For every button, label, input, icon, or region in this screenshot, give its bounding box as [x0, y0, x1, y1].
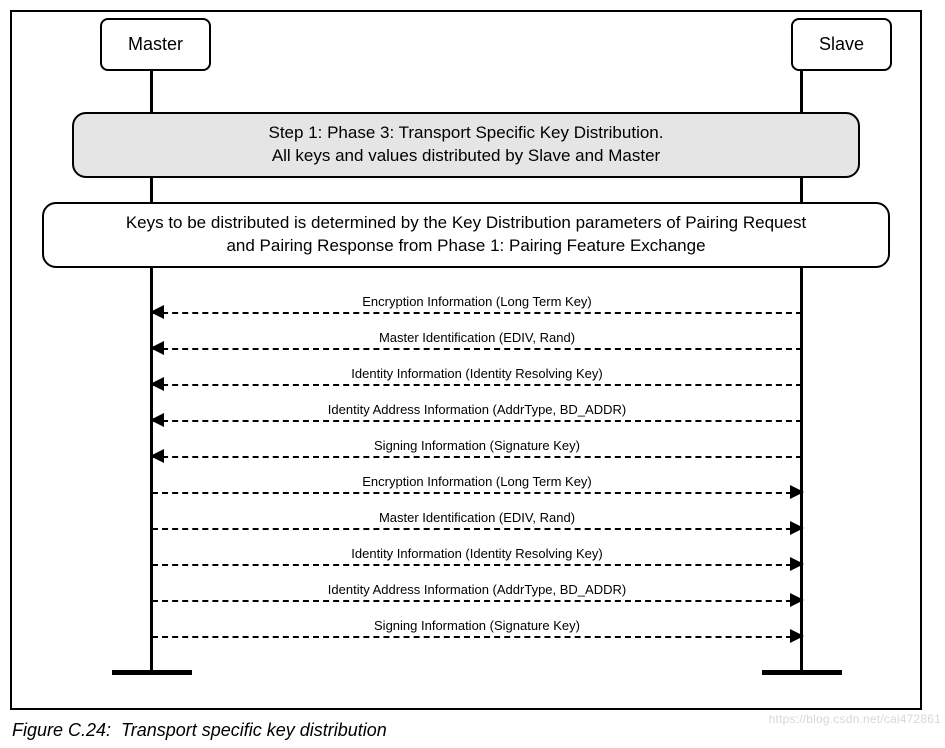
- phase-box-keys-line2: and Pairing Response from Phase 1: Pairi…: [60, 235, 872, 258]
- message-line: [152, 384, 802, 386]
- participant-slave-label: Slave: [819, 34, 864, 54]
- message-row: Master Identification (EDIV, Rand): [152, 512, 802, 540]
- message-line: [152, 348, 802, 350]
- watermark-text: https://blog.csdn.net/cai472861: [769, 712, 941, 726]
- message-label: Identity Information (Identity Resolving…: [152, 366, 802, 381]
- message-line: [152, 456, 802, 458]
- message-label: Identity Address Information (AddrType, …: [152, 402, 802, 417]
- phase-box-step1: Step 1: Phase 3: Transport Specific Key …: [72, 112, 860, 178]
- message-label: Signing Information (Signature Key): [152, 618, 802, 633]
- phase-box-keys-line1: Keys to be distributed is determined by …: [60, 212, 872, 235]
- message-row: Encryption Information (Long Term Key): [152, 296, 802, 324]
- message-line: [152, 492, 802, 494]
- participant-master: Master: [100, 18, 211, 71]
- message-row: Identity Address Information (AddrType, …: [152, 584, 802, 612]
- message-row: Signing Information (Signature Key): [152, 440, 802, 468]
- message-row: Master Identification (EDIV, Rand): [152, 332, 802, 360]
- lifeline-foot-slave: [762, 670, 842, 675]
- message-label: Encryption Information (Long Term Key): [152, 474, 802, 489]
- message-label: Encryption Information (Long Term Key): [152, 294, 802, 309]
- message-label: Identity Address Information (AddrType, …: [152, 582, 802, 597]
- message-label: Signing Information (Signature Key): [152, 438, 802, 453]
- message-label: Identity Information (Identity Resolving…: [152, 546, 802, 561]
- phase-box-keys: Keys to be distributed is determined by …: [42, 202, 890, 268]
- message-label: Master Identification (EDIV, Rand): [152, 330, 802, 345]
- message-line: [152, 528, 802, 530]
- message-line: [152, 600, 802, 602]
- participant-master-label: Master: [128, 34, 183, 54]
- participant-slave: Slave: [791, 18, 892, 71]
- message-line: [152, 420, 802, 422]
- message-row: Identity Address Information (AddrType, …: [152, 404, 802, 432]
- message-row: Signing Information (Signature Key): [152, 620, 802, 648]
- lifeline-foot-master: [112, 670, 192, 675]
- phase-box-step1-line1: Step 1: Phase 3: Transport Specific Key …: [90, 122, 842, 145]
- message-line: [152, 636, 802, 638]
- message-label: Master Identification (EDIV, Rand): [152, 510, 802, 525]
- phase-box-step1-line2: All keys and values distributed by Slave…: [90, 145, 842, 168]
- message-row: Identity Information (Identity Resolving…: [152, 548, 802, 576]
- message-line: [152, 564, 802, 566]
- message-row: Encryption Information (Long Term Key): [152, 476, 802, 504]
- message-row: Identity Information (Identity Resolving…: [152, 368, 802, 396]
- diagram-frame: Master Slave Step 1: Phase 3: Transport …: [10, 10, 922, 710]
- message-line: [152, 312, 802, 314]
